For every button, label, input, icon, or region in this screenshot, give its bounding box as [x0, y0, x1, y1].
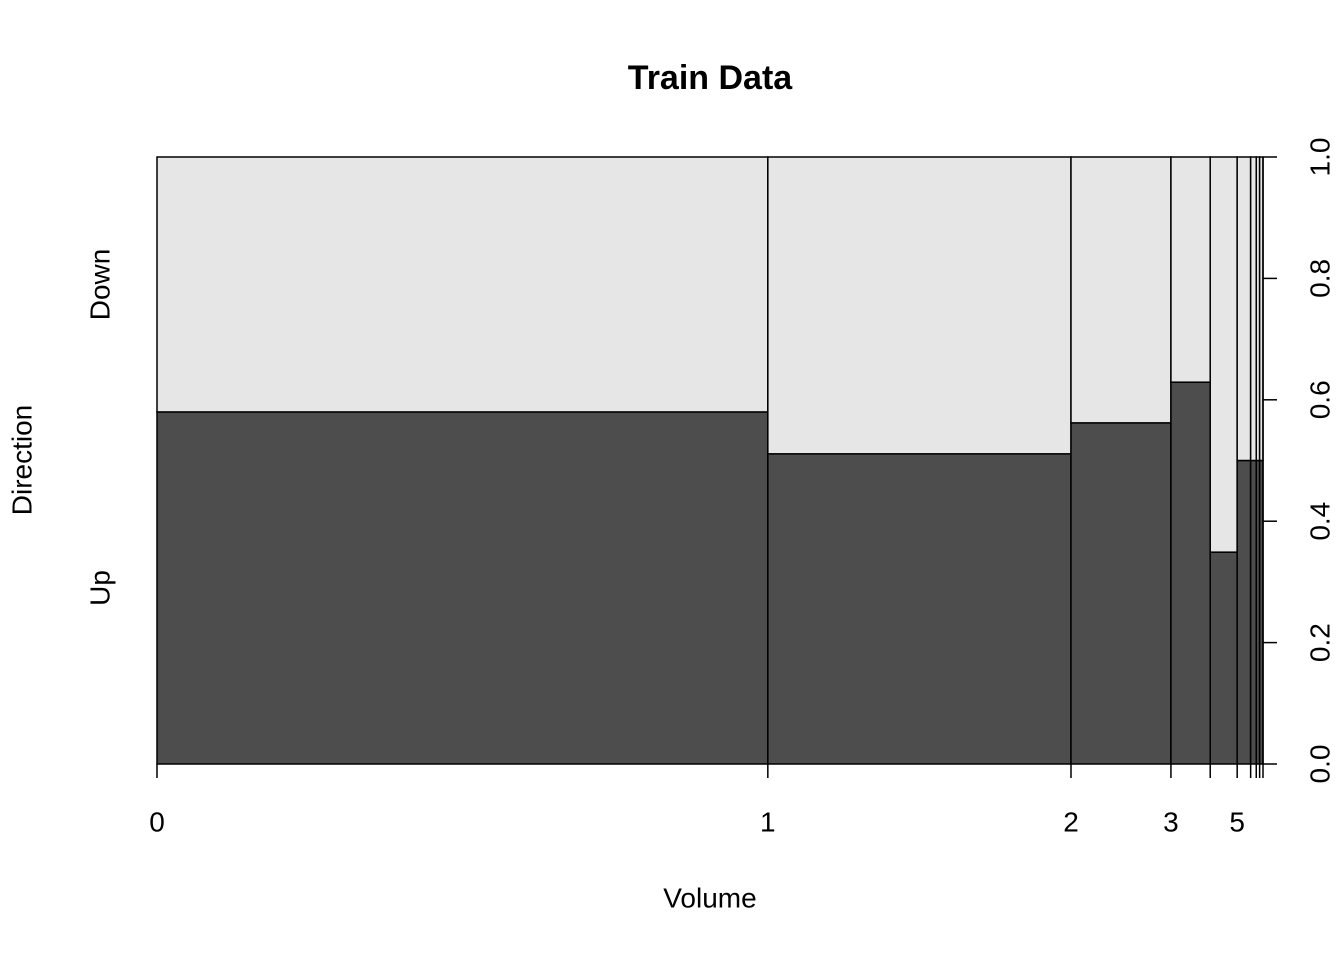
spine-segment — [1070, 422, 1172, 765]
spine-segment — [1249, 156, 1258, 462]
x-axis-label: Volume — [663, 882, 756, 913]
spine-segment — [156, 156, 769, 413]
spine-segment — [156, 411, 769, 765]
y2-tick-label: 0.2 — [1304, 623, 1335, 662]
x-tick-label: 1 — [760, 806, 776, 837]
y2-tick-label: 0.0 — [1304, 745, 1335, 784]
spine-segment — [1249, 459, 1258, 765]
spine-segment — [1209, 551, 1238, 765]
category-label: Down — [84, 249, 115, 321]
spine-segment — [767, 156, 1072, 455]
y2-tick-label: 1.0 — [1304, 138, 1335, 177]
spine-segment — [1170, 381, 1211, 765]
x-tick-label: 5 — [1229, 806, 1245, 837]
spine-segment — [1070, 156, 1172, 424]
spine-segment — [1236, 156, 1252, 462]
category-label: Up — [84, 570, 115, 606]
chart-title: Train Data — [628, 59, 793, 97]
y2-tick-label: 0.4 — [1304, 502, 1335, 541]
x-tick-label: 3 — [1163, 806, 1179, 837]
spine-segment — [1209, 156, 1238, 553]
x-tick-label: 2 — [1063, 806, 1079, 837]
y-axis-label: Direction — [6, 405, 37, 515]
y2-tick-label: 0.6 — [1304, 380, 1335, 419]
spine-segment — [1170, 156, 1211, 383]
spine-segment — [1236, 459, 1252, 765]
x-tick-label: 0 — [149, 806, 165, 837]
y2-tick-label: 0.8 — [1304, 259, 1335, 298]
spine-segment — [767, 453, 1072, 765]
